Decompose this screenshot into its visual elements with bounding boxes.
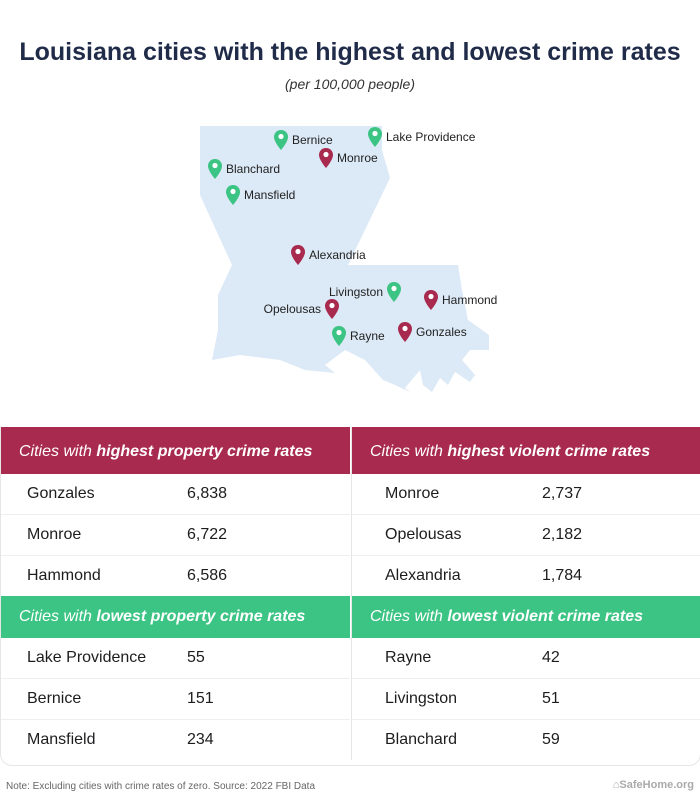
violent-column: Cities with highest violent crime rates … <box>351 427 700 760</box>
source-note: Note: Excluding cities with crime rates … <box>6 781 316 792</box>
city-label: Monroe <box>337 151 378 165</box>
table-row: Rayne 42 <box>352 638 700 679</box>
map-pin-icon <box>291 245 305 265</box>
city-label: Gonzales <box>416 325 467 339</box>
header-prefix: Cities with <box>19 443 97 460</box>
map-pin-icon <box>325 299 339 319</box>
crime-rate: 234 <box>187 731 214 748</box>
map-pin-icon <box>319 148 333 168</box>
city-name: Alexandria <box>385 567 461 584</box>
header-bold: highest violent crime rates <box>447 443 651 460</box>
city-name: Blanchard <box>385 731 458 748</box>
crime-rate: 42 <box>542 649 560 666</box>
map-pin-icon <box>208 159 222 179</box>
city-label: Lake Providence <box>386 130 476 144</box>
header-highest-property: Cities with highest property crime rates <box>1 427 350 474</box>
crime-rate: 2,737 <box>542 485 583 502</box>
city-name: Monroe <box>27 526 82 543</box>
table-row: Hammond 6,586 <box>1 556 350 596</box>
house-icon: ⌂ <box>612 779 620 791</box>
city-name: Hammond <box>27 567 101 584</box>
property-column: Cities with highest property crime rates… <box>1 427 350 760</box>
header-prefix: Cities with <box>370 608 448 625</box>
city-label: Hammond <box>442 293 498 307</box>
city-label: Rayne <box>350 329 385 343</box>
map-pin-icon <box>274 130 288 150</box>
city-label: Livingston <box>328 285 383 299</box>
header-bold: lowest violent crime rates <box>447 608 643 625</box>
city-name: Bernice <box>27 690 82 707</box>
city-name: Gonzales <box>27 485 95 502</box>
crime-rate: 6,586 <box>187 567 228 584</box>
table-row: Blanchard 59 <box>352 720 700 760</box>
header-bold: lowest property crime rates <box>96 608 306 625</box>
city-label: Blanchard <box>226 162 281 176</box>
crime-rate: 59 <box>542 731 560 748</box>
map-pin-icon <box>332 326 346 346</box>
crime-rate: 2,182 <box>542 526 583 543</box>
header-highest-violent: Cities with highest violent crime rates <box>352 427 700 474</box>
table-row: Opelousas 2,182 <box>352 515 700 556</box>
crime-rate: 151 <box>187 690 214 707</box>
table-row: Monroe 2,737 <box>352 474 700 515</box>
city-label: Bernice <box>292 133 333 147</box>
header-lowest-property: Cities with lowest property crime rates <box>1 596 350 638</box>
city-name: Opelousas <box>385 526 462 543</box>
brand-logo: ⌂SafeHome.org <box>613 779 694 791</box>
crime-tables: Cities with highest property crime rates… <box>0 427 700 766</box>
map-pin-icon <box>368 127 382 147</box>
crime-rate: 6,722 <box>187 526 228 543</box>
header-prefix: Cities with <box>19 608 97 625</box>
table-row: Gonzales 6,838 <box>1 474 350 515</box>
city-name: Lake Providence <box>27 649 147 666</box>
map-pin-icon <box>398 322 412 342</box>
crime-rate: 55 <box>187 649 205 666</box>
table-row: Mansfield 234 <box>1 720 350 760</box>
crime-rate: 6,838 <box>187 485 228 502</box>
louisiana-map <box>200 126 489 392</box>
city-name: Rayne <box>385 649 432 666</box>
city-label: Mansfield <box>244 188 296 202</box>
louisiana-shape <box>200 126 489 392</box>
page-title: Louisiana cities with the highest and lo… <box>19 38 681 66</box>
crime-rate: 1,784 <box>542 567 583 584</box>
header-bold: highest property crime rates <box>96 443 313 460</box>
map-pin-icon <box>424 290 438 310</box>
map-pin-icon <box>387 282 401 302</box>
table-row: Livingston 51 <box>352 679 700 720</box>
city-label: Alexandria <box>309 248 366 262</box>
city-name: Livingston <box>385 690 458 707</box>
city-label: Opelousas <box>263 302 321 316</box>
header-prefix: Cities with <box>370 443 448 460</box>
table-row: Lake Providence 55 <box>1 638 350 679</box>
table-row: Monroe 6,722 <box>1 515 350 556</box>
table-row: Bernice 151 <box>1 679 350 720</box>
header-lowest-violent: Cities with lowest violent crime rates <box>352 596 700 638</box>
city-name: Mansfield <box>27 731 96 748</box>
crime-rate: 51 <box>542 690 560 707</box>
subtitle: (per 100,000 people) <box>285 76 415 92</box>
brand-text: SafeHome.org <box>619 779 694 791</box>
table-row: Alexandria 1,784 <box>352 556 700 596</box>
city-name: Monroe <box>385 485 440 502</box>
map-pin-icon <box>226 185 240 205</box>
